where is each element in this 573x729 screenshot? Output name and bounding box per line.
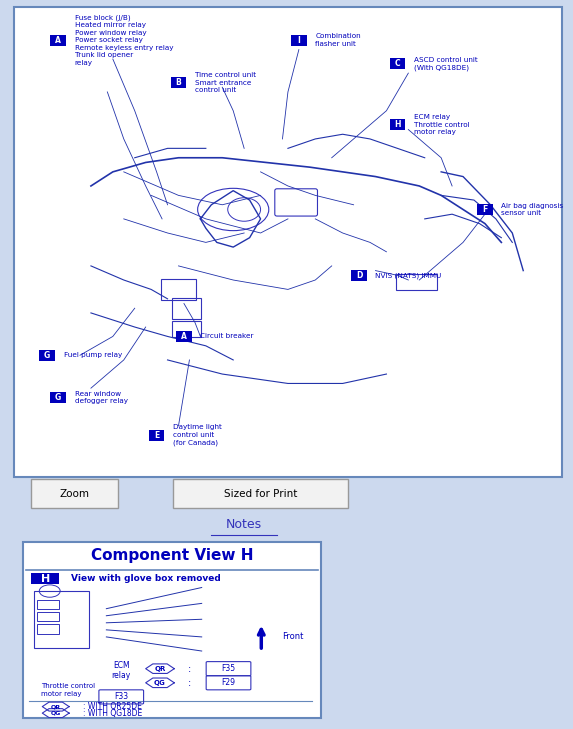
Text: Rear window
defogger relay: Rear window defogger relay <box>74 391 128 405</box>
FancyBboxPatch shape <box>176 331 191 342</box>
FancyBboxPatch shape <box>173 479 348 508</box>
FancyBboxPatch shape <box>31 479 118 508</box>
FancyBboxPatch shape <box>390 58 405 69</box>
Text: ECM: ECM <box>113 660 130 670</box>
FancyBboxPatch shape <box>23 542 321 718</box>
FancyBboxPatch shape <box>50 392 66 403</box>
Text: G: G <box>55 393 61 402</box>
Text: ASCD control unit
(With QG18DE): ASCD control unit (With QG18DE) <box>414 57 477 71</box>
Text: QR: QR <box>154 666 166 671</box>
Text: Component View H: Component View H <box>91 548 253 564</box>
Text: Notes: Notes <box>226 518 262 531</box>
Text: QG: QG <box>154 679 166 686</box>
FancyBboxPatch shape <box>32 573 59 585</box>
FancyBboxPatch shape <box>477 204 493 215</box>
Text: View with glove box removed: View with glove box removed <box>70 574 221 583</box>
Text: A: A <box>55 36 61 44</box>
FancyBboxPatch shape <box>171 77 186 88</box>
Text: : WITH QR25DE: : WITH QR25DE <box>83 702 142 711</box>
FancyBboxPatch shape <box>40 350 55 361</box>
FancyBboxPatch shape <box>14 7 562 477</box>
Text: Fuse block (J/B)
Heated mirror relay
Power window relay
Power socket relay
Remot: Fuse block (J/B) Heated mirror relay Pow… <box>74 15 173 66</box>
Text: H: H <box>41 574 50 584</box>
Text: Throttle control
motor relay: Throttle control motor relay <box>41 683 95 697</box>
Text: G: G <box>44 351 50 359</box>
Text: F: F <box>482 205 488 214</box>
Text: F33: F33 <box>114 693 128 701</box>
Text: I: I <box>297 36 300 44</box>
Text: NVIS (NATS) IMMU: NVIS (NATS) IMMU <box>375 272 442 278</box>
Text: Combination
flasher unit: Combination flasher unit <box>315 34 361 47</box>
Text: H: H <box>394 120 401 129</box>
Text: QR: QR <box>50 704 61 709</box>
Text: : WITH QG18DE: : WITH QG18DE <box>83 709 142 717</box>
Text: ECM relay
Throttle control
motor relay: ECM relay Throttle control motor relay <box>414 114 469 136</box>
FancyBboxPatch shape <box>291 34 307 46</box>
FancyBboxPatch shape <box>149 429 164 441</box>
Text: E: E <box>154 431 159 440</box>
Text: :: : <box>188 678 191 687</box>
FancyBboxPatch shape <box>390 120 405 130</box>
Text: Circuit breaker: Circuit breaker <box>201 333 254 340</box>
Text: Fuel pump relay: Fuel pump relay <box>64 352 122 358</box>
Text: Front: Front <box>282 633 304 642</box>
Text: Sized for Print: Sized for Print <box>224 488 297 499</box>
Text: C: C <box>395 59 400 69</box>
Text: Time control unit
Smart entrance
control unit: Time control unit Smart entrance control… <box>195 72 256 93</box>
Text: F35: F35 <box>221 664 236 673</box>
Text: Air bag diagnosis
sensor unit: Air bag diagnosis sensor unit <box>501 203 563 217</box>
Text: relay: relay <box>111 671 130 680</box>
FancyBboxPatch shape <box>50 34 66 46</box>
Text: A: A <box>181 332 187 341</box>
Text: F29: F29 <box>222 678 236 687</box>
Text: QG: QG <box>50 711 61 716</box>
Text: Daytime light
control unit
(for Canada): Daytime light control unit (for Canada) <box>173 424 222 446</box>
Text: Zoom: Zoom <box>60 488 89 499</box>
Text: :: : <box>188 663 191 674</box>
Text: D: D <box>356 270 362 280</box>
FancyBboxPatch shape <box>351 270 367 281</box>
Text: B: B <box>175 78 182 87</box>
